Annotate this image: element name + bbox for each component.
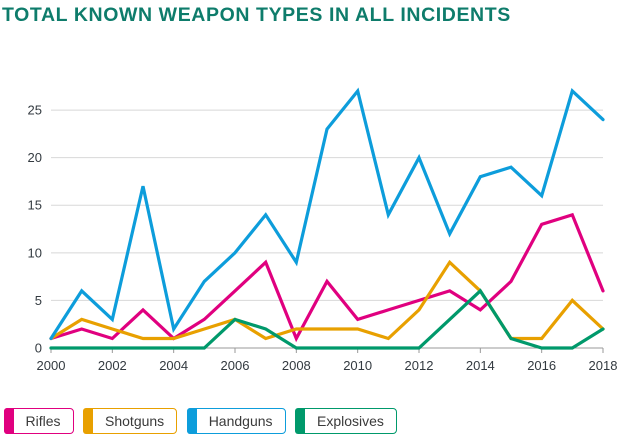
series-line-explosives bbox=[49, 288, 605, 350]
y-tick-label: 25 bbox=[28, 103, 42, 118]
legend: Rifles Shotguns Handguns Explosives bbox=[3, 408, 397, 434]
series-lines bbox=[49, 87, 605, 350]
y-tick-label: 5 bbox=[35, 293, 42, 308]
legend-item-shotguns: Shotguns bbox=[83, 408, 178, 434]
x-tick-label: 2012 bbox=[405, 358, 434, 373]
legend-item-explosives: Explosives bbox=[295, 408, 397, 434]
legend-label: Rifles bbox=[25, 413, 61, 429]
legend-label: Explosives bbox=[317, 413, 384, 429]
legend-label: Shotguns bbox=[105, 413, 165, 429]
x-tick-label: 2010 bbox=[343, 358, 372, 373]
x-tick-label: 2008 bbox=[282, 358, 311, 373]
x-tick-label: 2002 bbox=[98, 358, 127, 373]
legend-item-handguns: Handguns bbox=[186, 408, 286, 434]
x-axis-ticks: 2000 2002 2004 2006 2008 2010 2012 2014 2016 2018 bbox=[37, 348, 618, 373]
legend-swatch bbox=[3, 408, 14, 434]
legend-swatch bbox=[83, 408, 94, 434]
x-tick-label: 2016 bbox=[527, 358, 556, 373]
y-tick-label: 10 bbox=[28, 245, 42, 260]
gridlines bbox=[51, 109, 603, 349]
legend-label: Handguns bbox=[208, 413, 273, 429]
x-tick-label: 2000 bbox=[37, 358, 66, 373]
series-line-handguns bbox=[49, 87, 605, 341]
y-tick-label: 20 bbox=[28, 150, 42, 165]
y-axis-ticks: 0 5 10 15 20 25 bbox=[28, 103, 42, 356]
x-tick-label: 2014 bbox=[466, 358, 495, 373]
legend-swatch bbox=[186, 408, 197, 434]
x-tick-label: 2018 bbox=[589, 358, 618, 373]
legend-item-rifles: Rifles bbox=[3, 408, 74, 434]
chart-title: TOTAL KNOWN WEAPON TYPES IN ALL INCIDENT… bbox=[2, 4, 511, 26]
x-tick-label: 2004 bbox=[159, 358, 188, 373]
x-tick-label: 2006 bbox=[221, 358, 250, 373]
legend-swatch bbox=[295, 408, 306, 434]
y-tick-label: 0 bbox=[35, 341, 42, 356]
y-tick-label: 15 bbox=[28, 198, 42, 213]
series-line-rifles bbox=[49, 212, 605, 343]
